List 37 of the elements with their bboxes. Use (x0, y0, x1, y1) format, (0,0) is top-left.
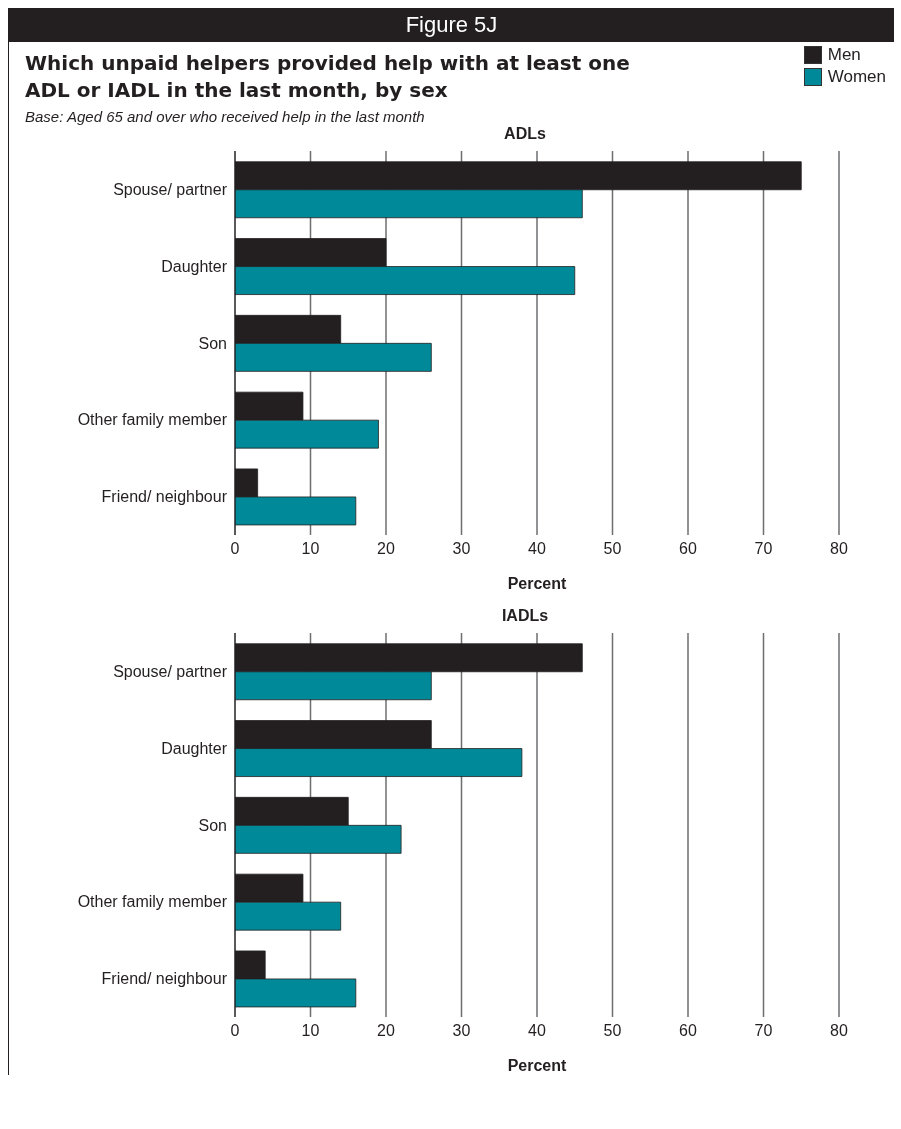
x-tick-label: 80 (830, 1022, 848, 1040)
y-tick-label: Daughter (161, 257, 228, 275)
x-tick-label: 50 (603, 540, 622, 558)
x-tick-label: 40 (528, 1022, 546, 1040)
x-tick-label: 30 (452, 540, 471, 558)
text: Base: Aged 65 and over who received help in the last month (25, 108, 426, 125)
x-tick-label: 60 (679, 540, 697, 558)
x-tick-label: 50 (603, 1022, 622, 1040)
y-tick-label: Friend/ neighbour (101, 970, 228, 988)
x-tick-label: 0 (230, 540, 240, 558)
y-tick-label: Other family member (77, 411, 228, 429)
legend-label: Women (827, 67, 886, 87)
x-tick-label: 10 (301, 540, 320, 558)
x-axis-title: Percent (507, 575, 568, 592)
x-tick-label: 20 (377, 1022, 395, 1040)
x-tick-label: 20 (377, 540, 395, 558)
chart-title: ADLs (503, 125, 547, 143)
y-tick-label: Son (198, 816, 227, 834)
caption: Figure 5J (9, 8, 894, 42)
x-tick-label: 60 (679, 1022, 697, 1040)
y-tick-label: Friend/ neighbour (101, 488, 228, 506)
x-axis-title: Percent (507, 1057, 568, 1074)
y-tick-label: Other family member (77, 893, 228, 911)
text: Which unpaid helpers provided help with at least one ADL or IADL in the last month, by sex (25, 50, 631, 104)
y-tick-label: Spouse/ partner (113, 181, 228, 199)
chart-title: IADLs (500, 607, 550, 625)
x-tick-label: 80 (830, 540, 848, 558)
y-tick-label: Son (198, 334, 227, 352)
x-tick-label: 70 (754, 540, 773, 558)
legend-label: Men (827, 45, 861, 65)
x-tick-label: 70 (754, 1022, 773, 1040)
x-tick-label: 30 (452, 1022, 471, 1040)
y-tick-label: Spouse/ partner (113, 663, 228, 681)
x-tick-label: 10 (301, 1022, 320, 1040)
x-tick-label: 40 (528, 540, 546, 558)
y-tick-label: Daughter (161, 739, 228, 757)
x-tick-label: 0 (230, 1022, 240, 1040)
